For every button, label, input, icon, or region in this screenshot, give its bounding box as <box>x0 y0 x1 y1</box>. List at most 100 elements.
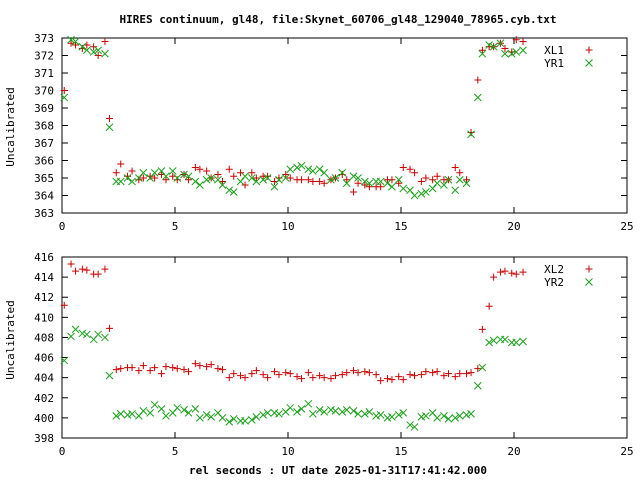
data-point <box>275 410 283 418</box>
data-point <box>304 165 313 174</box>
data-point <box>349 172 358 181</box>
y-axis-label-top: Uncalibrated <box>4 87 17 166</box>
y-tick-label: 366 <box>34 155 54 168</box>
data-point <box>135 367 143 375</box>
data-point <box>293 373 301 381</box>
data-point <box>241 374 249 382</box>
data-point <box>360 410 369 418</box>
data-point <box>489 42 498 51</box>
data-point <box>377 183 385 191</box>
data-point <box>94 46 103 55</box>
data-point <box>202 411 211 419</box>
data-point <box>67 35 75 44</box>
legend-label: XL2 <box>544 263 564 276</box>
data-point <box>89 48 98 56</box>
data-point <box>462 179 471 188</box>
panel-1: 363 364 365 366 367 368 369 370 371 372 373 0 5 10 15 2… <box>34 32 634 233</box>
data-point <box>264 374 272 382</box>
data-point <box>467 369 475 377</box>
data-point <box>342 179 351 188</box>
data-point <box>196 181 204 189</box>
data-point <box>162 363 170 371</box>
data-point <box>252 174 260 182</box>
data-point <box>331 372 339 380</box>
data-point <box>399 164 407 171</box>
data-point <box>327 175 335 184</box>
data-point <box>247 174 256 182</box>
data-point <box>229 188 238 196</box>
data-point <box>101 265 109 273</box>
data-point <box>146 409 154 417</box>
data-point <box>365 408 374 416</box>
data-point <box>263 174 272 182</box>
data-point <box>501 335 509 344</box>
x-tick-label: 10 <box>281 220 294 233</box>
data-point <box>309 178 317 185</box>
x-tick-label: 25 <box>620 445 633 458</box>
data-point <box>139 406 148 415</box>
data-point <box>338 371 346 379</box>
data-point <box>444 370 452 378</box>
data-point <box>320 168 329 177</box>
data-point <box>478 325 486 333</box>
data-point <box>444 415 453 423</box>
data-point <box>372 371 380 379</box>
data-point <box>252 177 261 186</box>
data-point <box>399 184 408 193</box>
data-point <box>67 260 75 268</box>
data-point <box>316 372 324 380</box>
data-point <box>128 364 136 372</box>
data-point <box>309 374 317 382</box>
data-point <box>71 37 80 46</box>
y-tick-label: 410 <box>34 311 54 324</box>
data-point <box>478 46 486 54</box>
data-point <box>105 371 114 380</box>
x-tick-label: 10 <box>281 445 294 458</box>
data-point <box>315 165 324 174</box>
data-point <box>422 412 430 420</box>
data-point <box>485 338 493 347</box>
data-point <box>247 416 256 424</box>
data-point <box>90 43 98 51</box>
y-tick-label: 364 <box>34 190 54 203</box>
data-point <box>350 367 358 375</box>
data-point <box>429 176 437 184</box>
data-point <box>117 160 125 168</box>
data-point <box>293 163 301 172</box>
data-point <box>157 167 166 175</box>
data-point <box>60 356 69 365</box>
data-point <box>139 362 147 370</box>
data-point <box>105 123 114 132</box>
data-point <box>297 161 306 170</box>
data-point <box>241 181 249 189</box>
data-point <box>399 376 407 384</box>
data-point <box>519 46 527 55</box>
data-point <box>203 167 211 175</box>
data-point <box>150 400 159 409</box>
data-point <box>218 366 226 374</box>
data-point <box>173 403 182 412</box>
data-point <box>474 76 482 84</box>
series-XL1 <box>60 36 527 196</box>
data-point <box>225 186 234 195</box>
data-point <box>157 370 165 378</box>
data-point <box>372 412 380 420</box>
y-axis-label-bottom: Uncalibrated <box>4 300 17 379</box>
data-point <box>388 182 396 191</box>
data-point <box>316 178 324 185</box>
data-point <box>286 403 295 412</box>
y-tick-label: 404 <box>34 372 54 385</box>
data-point <box>451 164 459 171</box>
data-point <box>489 336 498 345</box>
data-point <box>331 406 340 415</box>
data-point <box>354 174 362 182</box>
data-point <box>519 268 527 276</box>
data-point <box>512 48 521 56</box>
data-point <box>455 412 464 420</box>
plot-frame <box>61 37 628 214</box>
data-point <box>83 266 91 274</box>
data-point <box>320 374 328 382</box>
data-point <box>241 417 249 425</box>
data-point <box>225 374 233 382</box>
